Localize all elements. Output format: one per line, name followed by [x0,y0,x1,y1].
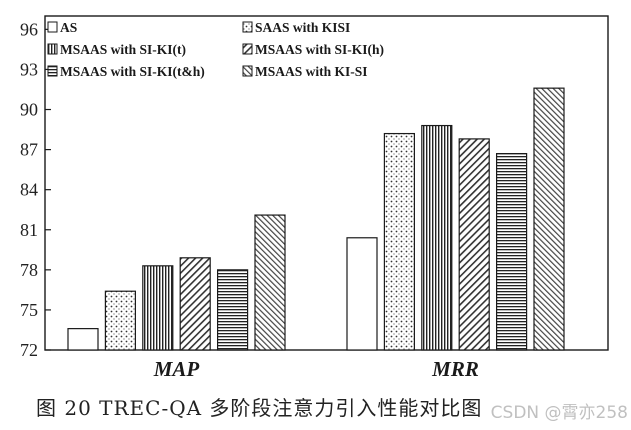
axes: 72 75 78 81 84 87 90 93 96 MAP MRR [20,15,609,381]
bar-map-5 [217,269,249,351]
plot-frame [44,15,609,351]
legend-label: SAAS with KISI [255,20,350,35]
y-tick-label: 84 [20,180,38,200]
y-tick-label: 93 [20,59,38,79]
bar-map-3 [142,265,174,351]
bar-chart: 72 75 78 81 84 87 90 93 96 MAP MRR AS SAAS with KIS… [20,15,609,381]
bar-map-1 [67,328,99,351]
bar-mrr-6 [533,87,565,351]
bar-mrr-5 [496,153,528,351]
bar-mrr-1 [346,237,378,351]
watermark: CSDN @霄亦258 [490,403,628,423]
y-tick-label: 72 [20,340,38,360]
legend-label: MSAAS with SI-KI(t&h) [60,64,205,79]
legend-swatch [47,65,58,77]
legend-label: MSAAS with SI-KI(h) [255,42,384,57]
legend-swatch [47,21,58,33]
bar-map-6 [254,214,286,351]
legend-swatch [242,43,253,55]
y-tick-label: 87 [20,140,38,160]
bars [67,87,565,351]
y-tick-label: 96 [20,19,38,39]
bar-mrr-4 [458,138,490,351]
y-tick-label: 90 [20,100,38,120]
legend-swatch [47,43,58,55]
x-category-label: MRR [431,357,479,381]
bar-map-4 [179,257,211,351]
legend-swatch [242,21,253,33]
figure-caption: 图 20 TREC-QA 多阶段注意力引入性能对比图 [36,396,483,420]
y-tick-label: 75 [20,300,38,320]
legend: AS SAAS with KISI MSAAS with SI-KI(t) MSAAS… [47,20,384,79]
bar-mrr-2 [383,132,415,351]
bar-mrr-3 [421,124,453,351]
legend-label: AS [60,20,77,35]
legend-swatch [242,65,253,77]
legend-label: MSAAS with SI-KI(t) [60,42,186,57]
y-tick-label: 78 [20,260,38,280]
y-tick-label: 81 [20,220,38,240]
bar-map-2 [104,290,137,351]
legend-label: MSAAS with KI-SI [255,64,368,79]
x-category-label: MAP [153,357,200,381]
